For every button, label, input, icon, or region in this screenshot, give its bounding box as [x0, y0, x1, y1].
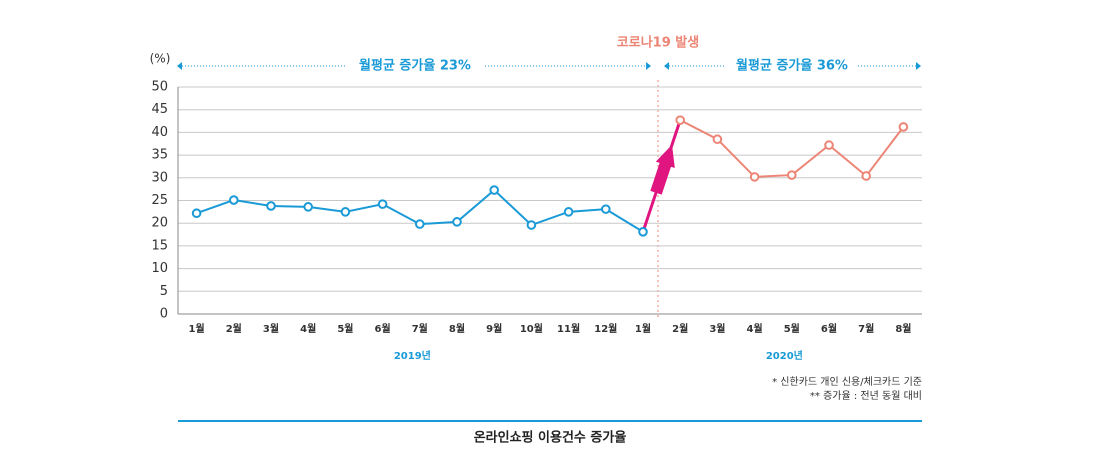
y-tick-label: 15	[151, 238, 168, 253]
x-tick-label: 2월	[226, 323, 242, 335]
point	[787, 170, 797, 180]
x-tick-label: 6월	[821, 323, 837, 335]
series	[191, 185, 648, 237]
x-tick-label: 10월	[520, 323, 543, 335]
point	[861, 171, 872, 181]
point	[191, 208, 202, 219]
x-tick-label: 3월	[263, 323, 279, 335]
point	[340, 207, 351, 217]
x-tick-label: 1월	[635, 323, 651, 335]
range-2020: 월평균 증가율 36%	[664, 58, 921, 74]
x-tick-label: 12월	[594, 323, 617, 335]
point	[526, 220, 537, 230]
year-label: 2020년	[766, 349, 803, 362]
connector-arrow	[650, 144, 675, 195]
x-tick-label: 4월	[300, 323, 316, 335]
point	[712, 134, 723, 145]
point	[266, 201, 276, 211]
y-tick-label: 30	[151, 170, 168, 185]
x-tick-label: 6월	[375, 323, 391, 335]
y-tick-label: 10	[151, 261, 168, 276]
y-tick-label: 25	[151, 193, 168, 208]
x-tick-label: 8월	[449, 323, 465, 335]
point	[601, 204, 611, 214]
range-arrow	[177, 62, 182, 70]
x-tick-label: 4월	[747, 323, 763, 335]
point	[898, 122, 909, 132]
range-arrow	[916, 62, 921, 70]
x-tick-label: 3월	[709, 323, 725, 335]
range-arrow	[664, 62, 669, 70]
point	[377, 199, 388, 209]
x-tick-label: 7월	[858, 323, 874, 335]
range-arrow	[646, 62, 651, 70]
point	[563, 207, 574, 217]
growth-annotation: 월평균 증가율 23%	[359, 58, 471, 74]
point	[229, 195, 239, 205]
point	[824, 140, 834, 150]
note: ** 증가율 : 전년 동월 대비	[810, 390, 922, 402]
y-tick-label: 20	[151, 216, 168, 231]
x-tick-label: 5월	[337, 323, 353, 335]
y-tick-label: 40	[151, 125, 168, 140]
y-tick-label: 50	[151, 80, 168, 95]
caption: 온라인쇼핑 이용건수 증가율	[474, 430, 627, 446]
covid-annotation: 코로나19 발생	[617, 35, 699, 51]
point	[303, 202, 314, 212]
range-2019: 월평균 증가율 23%	[177, 58, 651, 74]
x-tick-label: 11월	[557, 323, 580, 335]
point	[675, 115, 686, 125]
x-tick-label: 7월	[412, 323, 428, 335]
series-line	[679, 119, 905, 178]
x-tick-label: 9월	[486, 323, 502, 335]
x-tick-label: 5월	[784, 323, 800, 335]
x-tick-label: 2월	[672, 323, 688, 335]
point	[452, 217, 462, 227]
series	[675, 115, 909, 182]
growth-annotation: 월평균 증가율 36%	[736, 58, 848, 74]
y-tick-label: 0	[160, 307, 168, 322]
point	[638, 227, 648, 237]
point	[489, 185, 500, 195]
y-tick-label: 5	[160, 284, 168, 299]
y-unit: (%)	[150, 52, 171, 66]
point	[415, 219, 425, 229]
note: * 신한카드 개인 신용/체크카드 기준	[772, 376, 922, 388]
year-label: 2019년	[394, 349, 431, 362]
x-tick-label: 8월	[895, 323, 911, 335]
x-tick-label: 1월	[189, 323, 205, 335]
y-tick-label: 35	[151, 148, 168, 163]
point	[749, 172, 760, 182]
y-tick-label: 45	[151, 102, 168, 117]
